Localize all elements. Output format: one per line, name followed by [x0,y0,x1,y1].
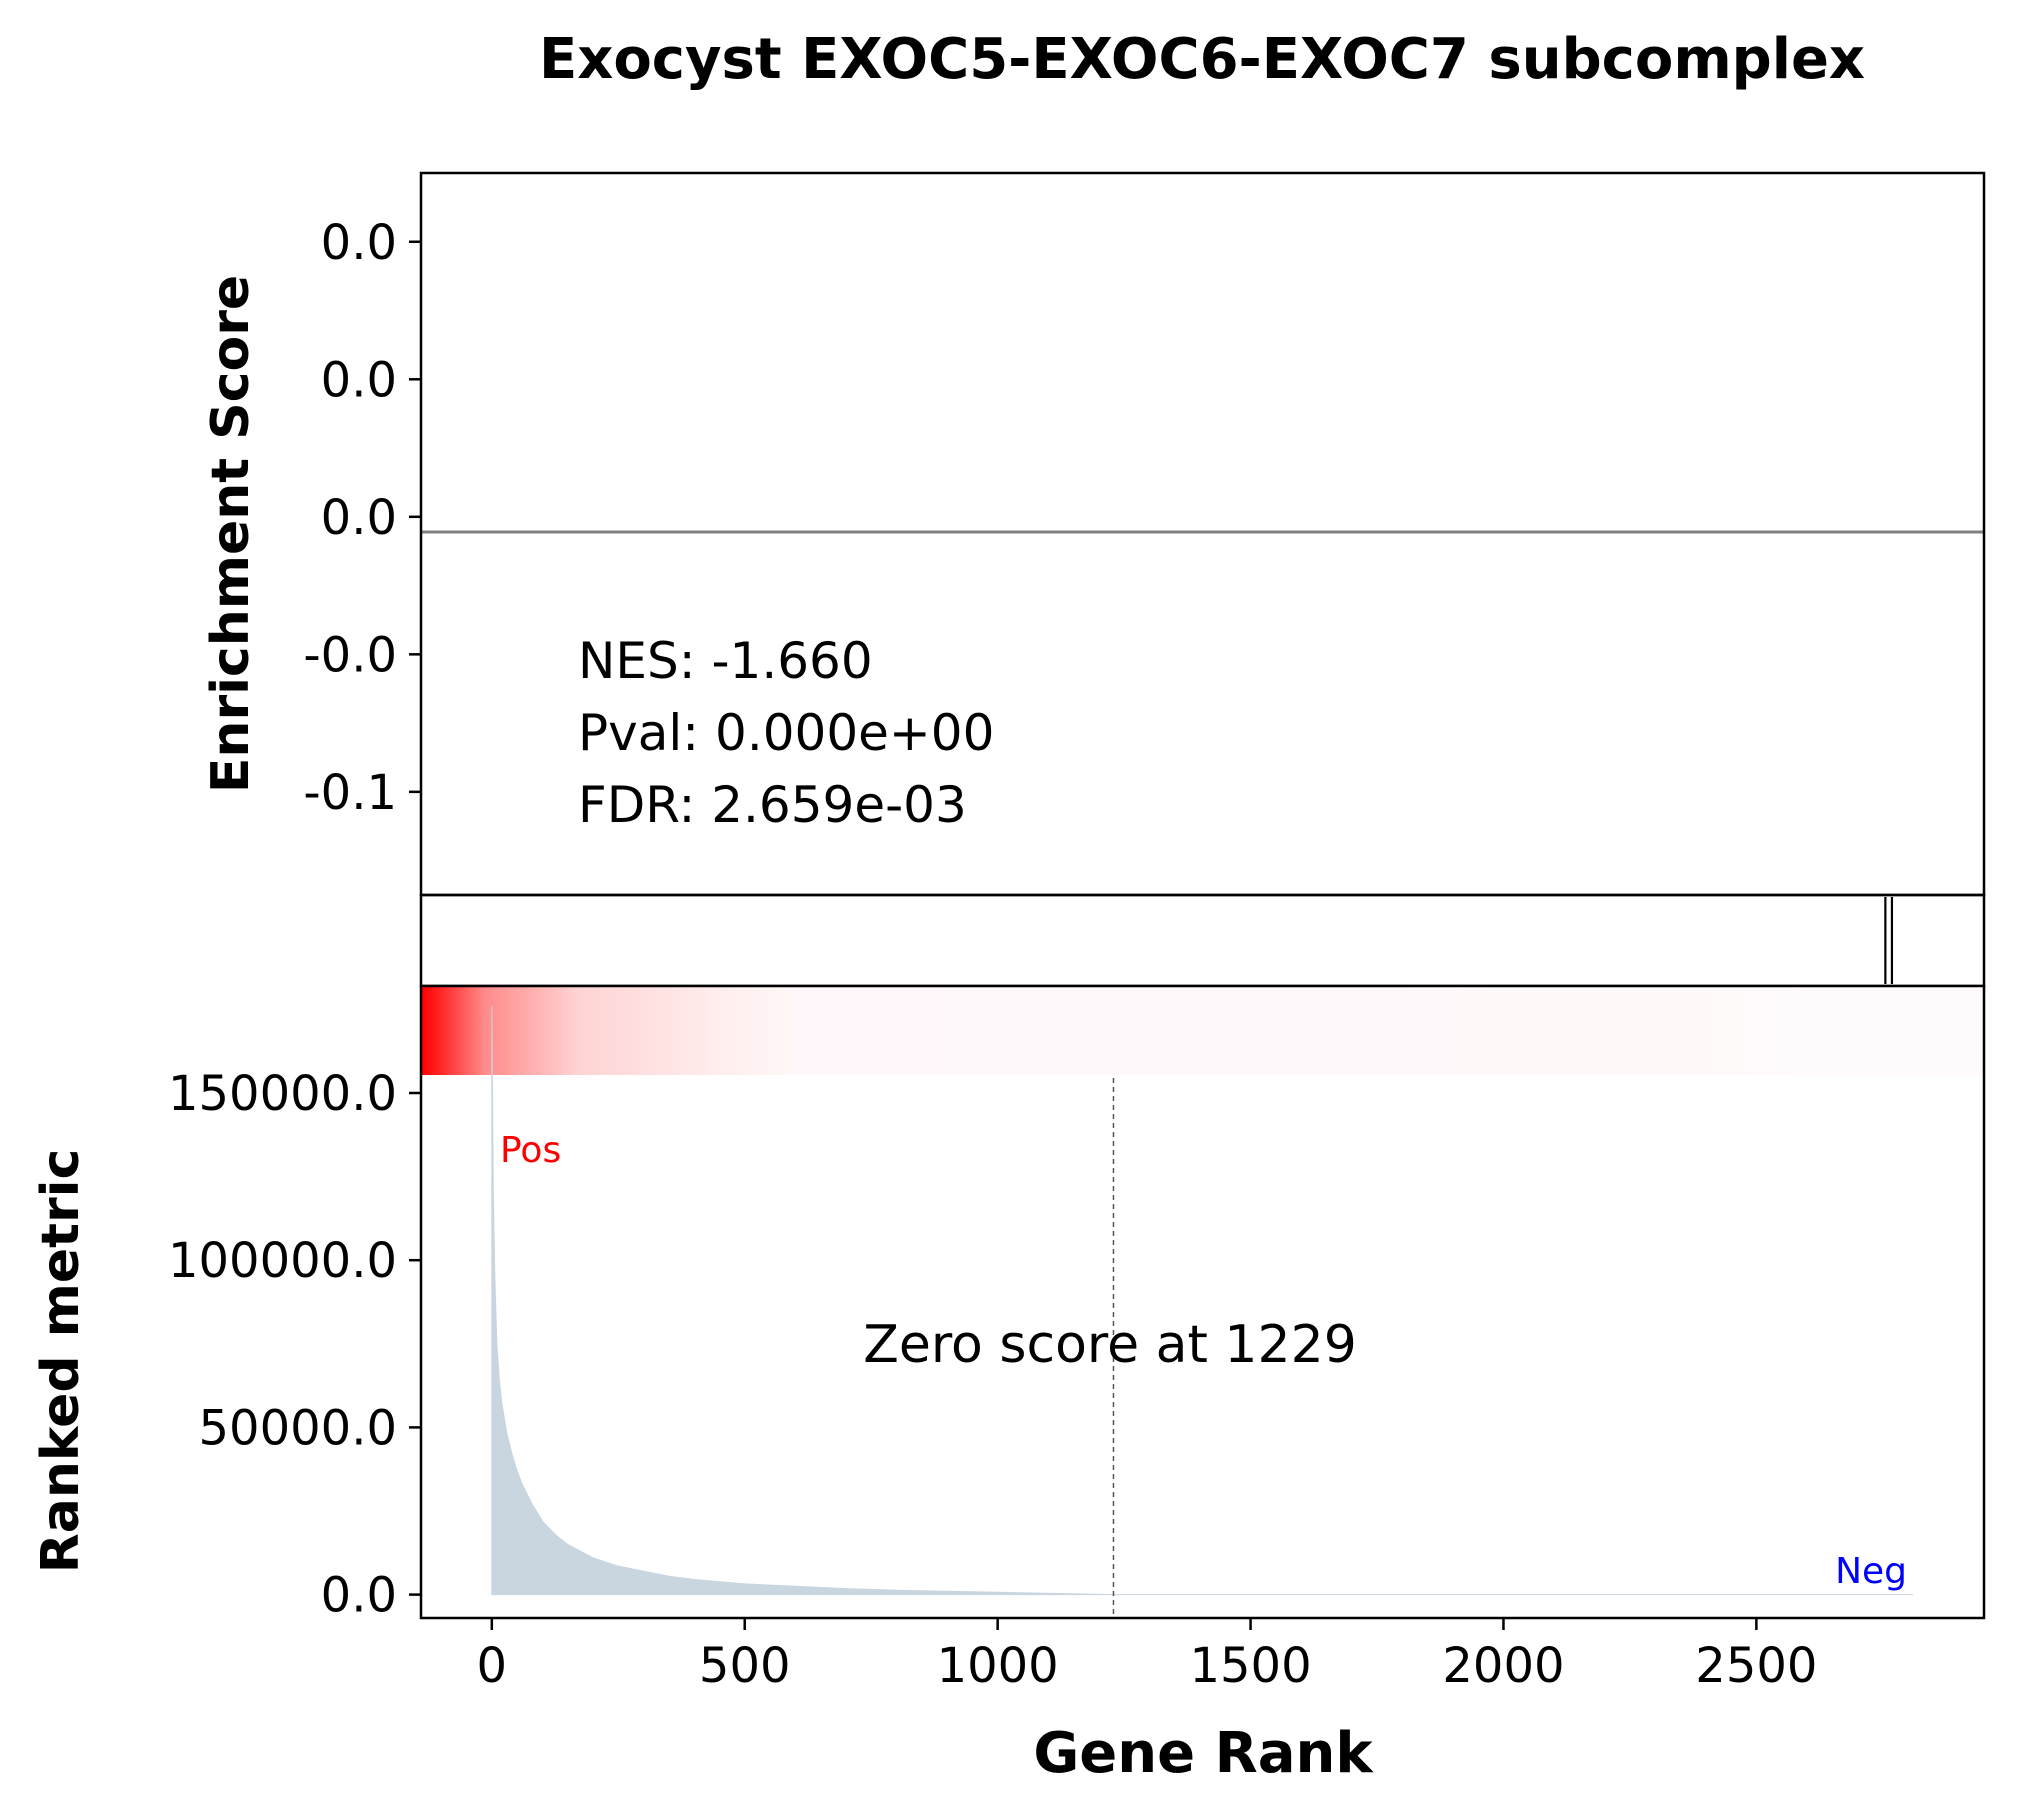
hits-panel [419,893,1986,988]
metric-ytick-label: 0.0 [321,1568,397,1624]
xlabel-gene-rank: Gene Rank [1033,1721,1374,1786]
metric-xtick-label: 500 [699,1638,791,1694]
es-ytick-label: -0.1 [303,765,397,821]
metric-xtick-label: 1500 [1189,1638,1311,1694]
metric-xtick-label: 2500 [1695,1638,1817,1694]
es-y-ticks: 0.0 0.0 0.0 -0.0 -0.1 [303,215,421,821]
enrichment-panel: 0.0 0.0 0.0 -0.0 -0.1 Enrichment Score NES: … [201,171,1986,897]
hit-lines [1884,897,1894,984]
es-ytick-label: -0.0 [303,627,397,683]
chart-title: Exocyst EXOC5-EXOC6-EXOC7 subcomplex [539,27,1865,92]
metric-ytick-label: 150000.0 [168,1066,397,1122]
pval-stat: Pval: 0.000e+00 [578,704,994,762]
pos-label: Pos [500,1130,561,1171]
rank-heat-strip [422,987,1983,1075]
metric-xtick-label: 2000 [1442,1638,1564,1694]
es-ytick-label: 0.0 [321,490,397,546]
metric-frame [419,984,1986,1620]
metric-panel: Zero score at 1229 Pos Neg 0.0 50000.0 100… [31,984,1986,1786]
metric-ytick-label: 100000.0 [168,1233,397,1289]
hits-frame [419,893,1986,988]
es-ytick-label: 0.0 [321,352,397,408]
metric-xtick-label: 1000 [937,1638,1059,1694]
zero-cross-label: Zero score at 1229 [863,1315,1357,1375]
ranked-metric-area [491,1006,1914,1596]
es-ytick-label: 0.0 [321,215,397,271]
metric-y-ticks: 0.0 50000.0 100000.0 150000.0 [168,1066,421,1624]
fdr-stat: FDR: 2.659e-03 [578,776,967,834]
metric-ylabel: Ranked metric [31,1149,91,1574]
metric-x-ticks: 0 500 1000 1500 2000 2500 [477,1618,1817,1694]
neg-label: Neg [1835,1551,1907,1592]
metric-ytick-label: 50000.0 [199,1400,398,1456]
metric-xtick-label: 0 [477,1638,508,1694]
nes-stat: NES: -1.660 [578,632,873,690]
es-ylabel: Enrichment Score [201,275,261,793]
